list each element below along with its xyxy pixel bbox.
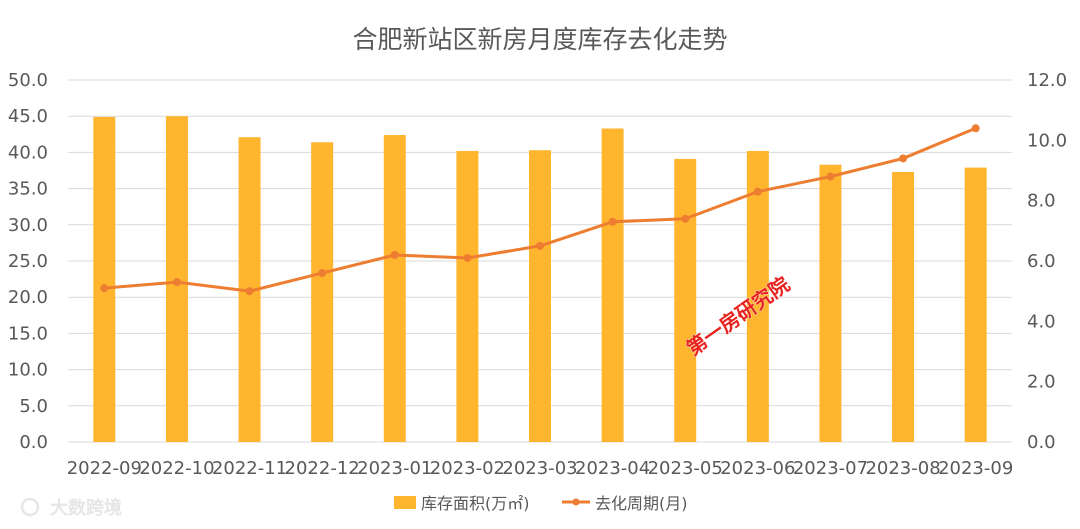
bar	[746, 150, 769, 442]
bar	[674, 158, 697, 442]
x-tick-label: 2023-06	[720, 458, 795, 479]
line-point	[899, 154, 908, 163]
line-point	[172, 278, 181, 287]
bar-series	[93, 116, 987, 443]
legend: 库存面积(万㎡) 去化周期(月)	[394, 494, 688, 513]
bar	[601, 128, 624, 442]
bar	[819, 164, 842, 442]
line-point	[826, 172, 835, 181]
legend-label-line: 去化周期(月)	[595, 494, 688, 513]
line-series	[100, 124, 980, 296]
bar	[311, 142, 334, 442]
bar	[529, 150, 551, 442]
x-tick-label: 2022-11	[212, 458, 287, 479]
line-point	[463, 253, 472, 262]
left-tick-label: 10.0	[8, 360, 48, 381]
right-tick-label: 2.0	[1027, 372, 1056, 393]
legend-swatch-bar	[394, 496, 416, 509]
right-axis-ticks: 0.0 2.0 4.0 6.0 8.0 10.0 12.0	[1027, 70, 1067, 453]
x-tick-label: 2023-05	[648, 458, 723, 479]
x-tick-label: 2023-07	[793, 458, 868, 479]
bar	[892, 171, 915, 442]
legend-label-bar: 库存面积(万㎡)	[421, 494, 530, 513]
line-point	[245, 287, 254, 296]
x-tick-label: 2022-12	[285, 458, 360, 479]
line-point	[681, 214, 690, 223]
line-point	[390, 250, 399, 259]
chart-title: 合肥新站区新房月度库存去化走势	[352, 25, 727, 54]
left-tick-label: 45.0	[8, 106, 48, 127]
legend-swatch-marker	[572, 498, 580, 506]
right-tick-label: 8.0	[1027, 191, 1056, 212]
bar	[456, 150, 479, 442]
x-tick-label: 2022-10	[139, 458, 214, 479]
left-tick-label: 30.0	[8, 215, 48, 236]
x-axis-ticks: 2022-092022-102022-112022-122023-012023-…	[67, 458, 1014, 479]
logo-text: 大数跨境	[50, 497, 122, 519]
left-tick-label: 35.0	[8, 179, 48, 200]
x-tick-label: 2023-03	[502, 458, 577, 479]
left-tick-label: 50.0	[8, 70, 48, 91]
x-tick-label: 2023-09	[938, 458, 1013, 479]
x-tick-label: 2023-02	[430, 458, 505, 479]
logo: 大数跨境	[20, 497, 122, 519]
bar	[964, 167, 987, 442]
line-point	[608, 217, 617, 226]
left-tick-label: 40.0	[8, 142, 48, 163]
x-tick-label: 2022-09	[67, 458, 142, 479]
x-tick-label: 2023-01	[357, 458, 432, 479]
line-point	[753, 187, 762, 196]
logo-icon	[20, 497, 40, 517]
line-point	[318, 269, 327, 278]
left-tick-label: 15.0	[8, 323, 48, 344]
watermark-text: 第一房研究院	[682, 272, 794, 360]
x-tick-label: 2023-04	[575, 458, 650, 479]
right-tick-label: 6.0	[1027, 251, 1056, 272]
line-point	[971, 124, 980, 133]
line-point	[536, 241, 544, 250]
right-tick-label: 10.0	[1027, 130, 1067, 151]
left-tick-label: 20.0	[8, 287, 48, 308]
bar	[93, 116, 116, 442]
right-tick-label: 4.0	[1027, 311, 1056, 332]
left-tick-label: 25.0	[8, 251, 48, 272]
left-tick-label: 0.0	[19, 432, 48, 453]
x-tick-label: 2023-08	[865, 458, 940, 479]
right-tick-label: 12.0	[1027, 70, 1067, 91]
right-tick-label: 0.0	[1027, 432, 1056, 453]
left-axis-ticks: 0.0 5.0 10.0 15.0 20.0 25.0 30.0 35.0 40.0 45.0 50…	[8, 70, 48, 453]
bar	[383, 135, 406, 443]
left-tick-label: 5.0	[19, 396, 48, 417]
line-point	[100, 284, 109, 293]
